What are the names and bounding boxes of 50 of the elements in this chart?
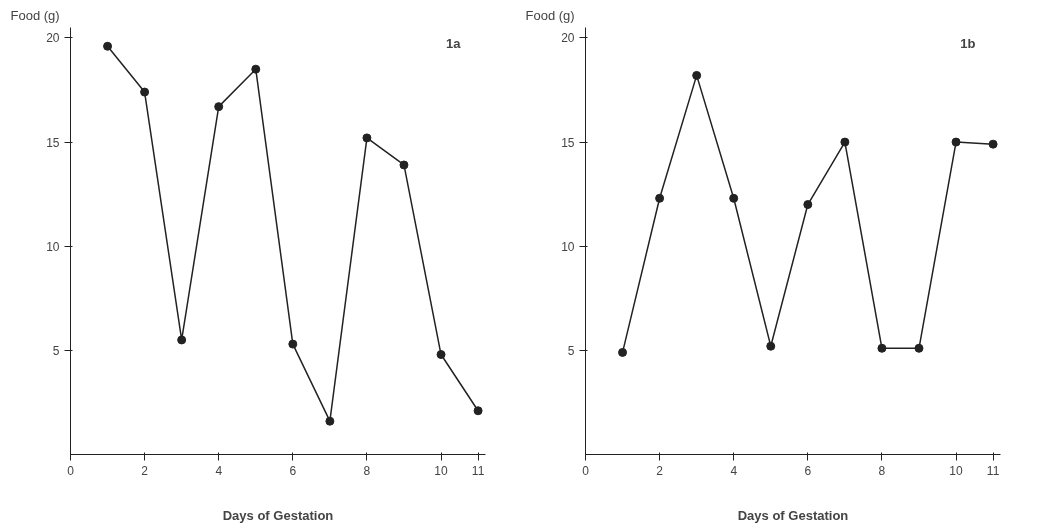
y-tick-label: 10 <box>46 239 60 254</box>
point <box>325 416 335 426</box>
x-tick-label: 10 <box>434 463 449 478</box>
y-tick-label: 10 <box>561 239 575 254</box>
x-axis-title: Days of Gestation <box>737 507 849 523</box>
point <box>140 87 150 97</box>
y-tick-label: 5 <box>567 343 575 358</box>
y-tick-label: 5 <box>52 343 60 358</box>
point <box>251 64 261 74</box>
annotation: 1a <box>446 35 462 51</box>
x-tick-label: 2 <box>141 463 149 478</box>
point <box>692 70 702 80</box>
point <box>288 339 298 349</box>
x-tick-label: 4 <box>730 463 738 478</box>
x-tick-label: 10 <box>949 463 964 478</box>
point <box>618 347 628 357</box>
point <box>729 193 739 203</box>
y-tick-label: 15 <box>561 135 575 150</box>
point <box>766 341 776 351</box>
point <box>362 133 372 143</box>
annotation: 1b <box>960 35 976 51</box>
x-tick-label: 6 <box>804 463 812 478</box>
x-tick-label: 2 <box>656 463 664 478</box>
x-tick-label: 0 <box>582 463 590 478</box>
y-axis-title: Food (g) <box>525 7 575 23</box>
x-tick-label: 6 <box>289 463 297 478</box>
point <box>473 406 483 416</box>
x-tick-label: 11 <box>986 463 1000 478</box>
x-tick-label: 0 <box>67 463 75 478</box>
x-tick-label: 4 <box>215 463 223 478</box>
point <box>951 137 961 147</box>
point <box>877 343 887 353</box>
point <box>840 137 850 147</box>
x-tick-label: 8 <box>878 463 886 478</box>
point <box>436 350 446 360</box>
point <box>214 102 224 112</box>
point <box>988 139 998 149</box>
y-axis-title: Food (g) <box>10 7 60 23</box>
point <box>655 193 665 203</box>
y-tick-label: 15 <box>46 135 60 150</box>
x-tick-label: 11 <box>471 463 485 478</box>
point <box>399 160 409 170</box>
point <box>103 41 113 51</box>
point <box>803 200 813 210</box>
y-tick-label: 20 <box>46 31 60 46</box>
x-tick-label: 8 <box>363 463 371 478</box>
point <box>914 343 924 353</box>
x-axis-title: Days of Gestation <box>222 507 334 523</box>
y-tick-label: 20 <box>561 31 575 46</box>
point <box>177 335 187 345</box>
